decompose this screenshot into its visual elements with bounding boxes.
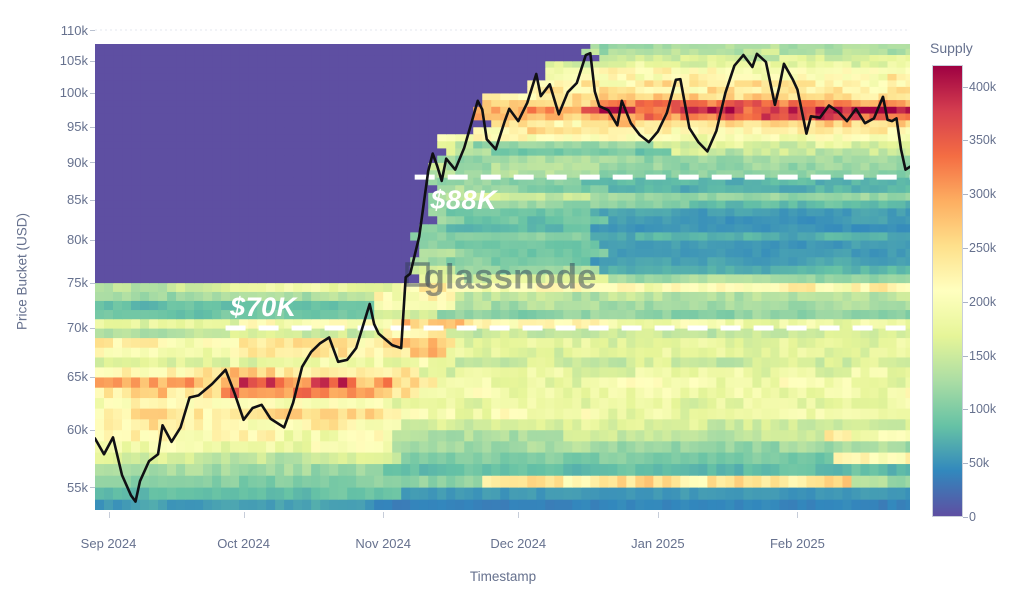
- x-axis-title: Timestamp: [469, 569, 537, 584]
- y-axis-title: Price Bucket (USD): [14, 212, 30, 331]
- x-tick-mark: [383, 512, 385, 518]
- y-tick-mark: [90, 162, 95, 164]
- y-tick-label: 100k: [59, 85, 88, 101]
- y-tick-label: 110k: [60, 22, 88, 38]
- colorbar-tick-label: 100k: [969, 402, 997, 417]
- y-tick-mark: [90, 487, 95, 488]
- colorbar-tick-label: 400k: [969, 79, 997, 94]
- x-tick-mark: [243, 512, 245, 518]
- annotation-label: $88K: [430, 185, 497, 216]
- y-tick-mark: [90, 376, 95, 378]
- y-tick-mark: [90, 30, 95, 31]
- colorbar-title: Supply: [930, 40, 973, 56]
- colorbar-tick-label: 50k: [969, 456, 990, 471]
- annotation-label: $70K: [230, 291, 297, 322]
- colorbar-tick-mark: [963, 194, 968, 196]
- colorbar-tick-label: 300k: [969, 187, 997, 202]
- y-tick-mark: [90, 429, 95, 431]
- colorbar-tick-mark: [963, 86, 968, 88]
- colorbar-tick-mark: [963, 140, 968, 142]
- y-tick-label: 60k: [67, 422, 88, 438]
- y-tick-mark: [90, 282, 95, 284]
- colorbar-tick-label: 350k: [969, 133, 997, 148]
- colorbar-tick-mark: [963, 301, 968, 303]
- colorbar-tick-mark: [963, 247, 968, 249]
- x-tick-label: Feb 2025: [769, 536, 825, 551]
- x-tick-label: Jan 2025: [631, 536, 685, 551]
- colorbar-tick-mark: [963, 463, 968, 465]
- x-tick-mark: [657, 512, 659, 518]
- colorbar-gradient: [932, 65, 963, 517]
- y-tick-label: 90k: [67, 154, 88, 170]
- colorbar-tick-label: 200k: [969, 294, 997, 309]
- y-tick-mark: [90, 199, 95, 201]
- y-tick-label: 70k: [67, 320, 88, 336]
- colorbar-tick-mark: [963, 355, 968, 357]
- colorbar-tick-mark: [963, 409, 968, 411]
- y-tick-label: 80k: [67, 232, 88, 248]
- colorbar-tick-label: 0: [969, 510, 976, 524]
- x-tick-mark: [108, 512, 110, 518]
- y-tick-mark: [90, 126, 95, 128]
- colorbar-tick-label: 150k: [969, 348, 997, 363]
- x-tick-label: Sep 2024: [80, 536, 137, 551]
- x-tick-mark: [518, 512, 520, 518]
- x-tick-label: Dec 2024: [490, 536, 547, 551]
- y-tick-mark: [90, 92, 95, 94]
- x-tick-mark: [797, 512, 799, 518]
- x-tick-label: Nov 2024: [355, 536, 411, 551]
- y-tick-mark: [90, 327, 95, 329]
- y-tick-label: 55k: [67, 479, 88, 495]
- y-tick-label: 85k: [67, 192, 88, 208]
- y-tick-mark: [90, 60, 95, 62]
- colorbar-tick-mark: [963, 517, 968, 518]
- colorbar-tick-label: 250k: [969, 240, 997, 255]
- x-tick-label: Oct 2024: [217, 536, 270, 551]
- y-tick-label: 65k: [67, 369, 88, 385]
- y-tick-label: 105k: [59, 53, 88, 69]
- y-tick-mark: [90, 239, 95, 241]
- y-tick-label: 75k: [67, 275, 88, 290]
- y-tick-label: 95k: [67, 119, 88, 135]
